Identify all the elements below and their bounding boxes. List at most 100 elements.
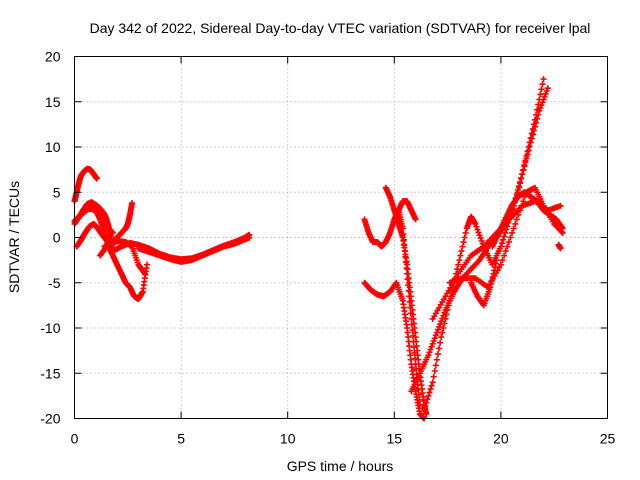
data-point	[544, 85, 551, 92]
data-point	[436, 323, 443, 330]
data-point	[428, 343, 435, 350]
data-point	[557, 202, 564, 209]
data-point	[472, 220, 479, 227]
data-point	[557, 245, 564, 252]
data-point	[493, 257, 500, 264]
data-point	[502, 229, 509, 236]
data-point	[438, 318, 445, 325]
y-tick-label: 0	[53, 230, 61, 246]
data-point	[421, 406, 428, 413]
data-point	[129, 200, 136, 207]
data-point	[435, 351, 442, 358]
data-point	[433, 329, 440, 336]
data-point	[429, 379, 436, 386]
series-arc-19	[489, 189, 566, 250]
data-point	[518, 202, 525, 209]
data-point	[525, 147, 532, 154]
data-point	[437, 321, 444, 328]
series-arc-12	[382, 184, 430, 417]
data-point	[455, 261, 462, 268]
data-point	[143, 261, 150, 268]
data-point	[438, 334, 445, 341]
y-tick-label: -5	[48, 275, 61, 291]
data-point	[528, 135, 535, 142]
data-point	[412, 216, 419, 223]
data-point	[517, 179, 524, 186]
data-point	[516, 183, 523, 190]
data-point	[430, 373, 437, 380]
data-point	[141, 270, 148, 277]
data-point	[456, 257, 463, 264]
data-point	[246, 234, 253, 241]
data-point	[404, 276, 411, 283]
data-point	[457, 252, 464, 259]
series-arc-9	[135, 234, 253, 265]
data-point	[436, 345, 443, 352]
data-point	[501, 252, 508, 259]
x-tick-label: 15	[387, 431, 403, 447]
data-point	[473, 223, 480, 230]
series-arc-5	[88, 202, 150, 303]
y-axis-label: SDTVAR / TECUs	[6, 181, 22, 293]
data-point	[499, 257, 506, 264]
data-point	[437, 339, 444, 346]
data-point	[439, 329, 446, 336]
data-point	[539, 81, 546, 88]
data-point	[538, 102, 545, 109]
data-point	[425, 352, 432, 359]
y-tick-label: -15	[40, 365, 60, 381]
x-tick-label: 25	[600, 431, 616, 447]
data-point	[537, 91, 544, 98]
data-point	[459, 243, 466, 250]
data-point	[109, 229, 116, 236]
data-point	[520, 167, 527, 174]
data-point	[429, 340, 436, 347]
data-point	[530, 127, 537, 134]
data-point	[430, 338, 437, 345]
y-tick-label: -20	[40, 411, 60, 427]
data-point	[517, 207, 524, 214]
data-point	[502, 248, 509, 255]
data-point	[440, 325, 447, 331]
data-point	[527, 139, 534, 146]
data-point	[522, 159, 529, 166]
data-point	[532, 123, 539, 130]
data-point	[474, 226, 481, 233]
data-point	[441, 309, 448, 316]
data-point	[462, 229, 469, 236]
data-point	[427, 346, 434, 353]
data-point	[424, 396, 431, 403]
data-point	[519, 171, 526, 178]
x-tick-label: 10	[280, 431, 296, 447]
data-point	[542, 90, 549, 97]
data-point	[461, 234, 468, 241]
data-point	[433, 356, 440, 363]
data-point	[507, 234, 514, 241]
x-tick-label: 5	[177, 431, 185, 447]
data-point	[526, 143, 533, 150]
data-point	[426, 389, 433, 396]
data-point	[500, 236, 507, 243]
data-point	[477, 235, 484, 242]
series-arc-15	[408, 85, 551, 395]
data-point	[539, 99, 546, 106]
data-point	[518, 175, 525, 182]
data-point	[497, 261, 504, 268]
data-point	[426, 349, 433, 356]
data-point	[512, 220, 519, 227]
data-point	[514, 186, 521, 193]
data-point	[515, 211, 522, 218]
data-point	[543, 88, 550, 95]
data-point	[425, 392, 432, 399]
data-point	[501, 233, 508, 240]
data-point	[423, 399, 430, 406]
data-point	[498, 240, 505, 247]
data-point	[460, 239, 467, 246]
data-point	[523, 155, 530, 162]
grid-lines	[74, 56, 608, 419]
data-point	[428, 382, 435, 389]
data-point	[504, 243, 511, 250]
plot-frame	[74, 56, 608, 419]
data-point	[431, 367, 438, 374]
